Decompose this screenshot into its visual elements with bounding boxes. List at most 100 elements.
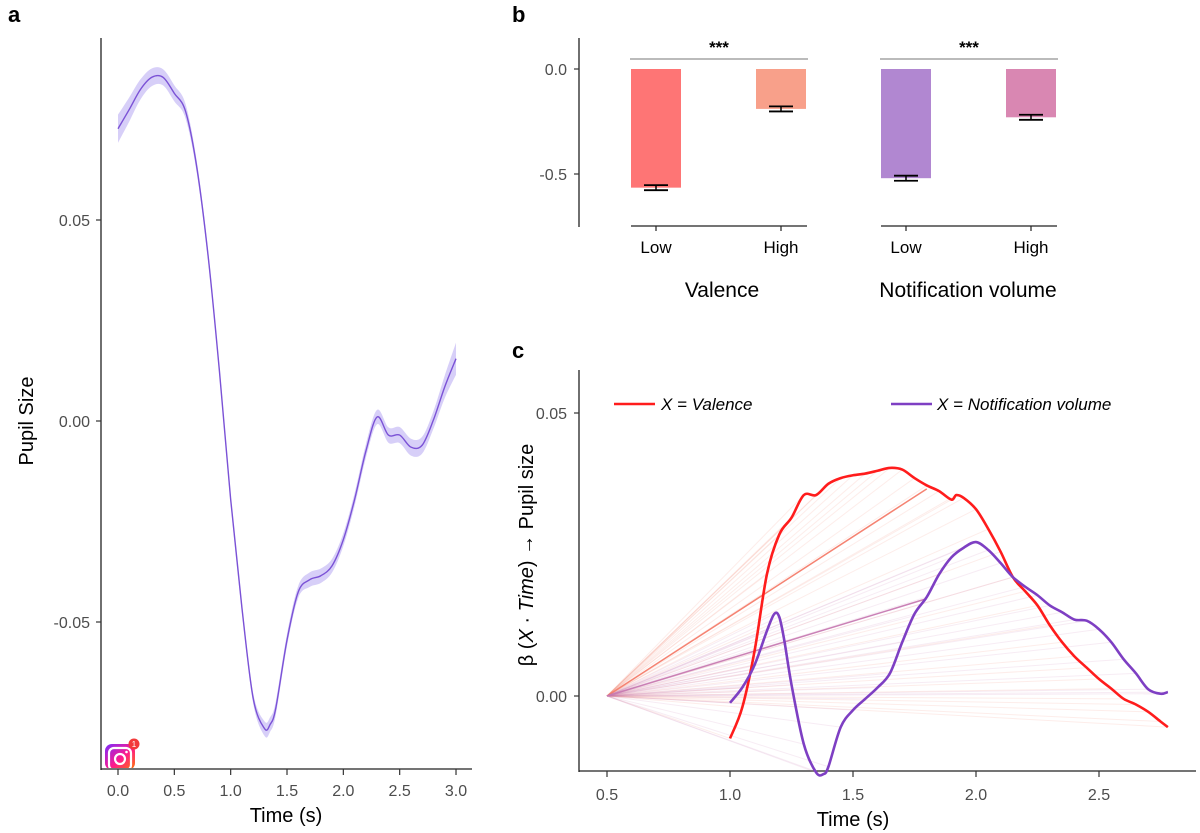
panel-a-pupil-size-chart: 0.05 0.00 -0.05 0.0 0.5 1.0 1.5 2.0 2.5 3.0 Time…	[16, 38, 472, 827]
panel-c-beta-chart: 0.00 0.05 0.5 1.0 1.5 2.0 2.5 X = Valence X =…	[516, 370, 1196, 831]
c-fan-ray	[606, 624, 1050, 697]
c-fan-ray	[606, 678, 1100, 697]
c-fan-ray	[606, 613, 775, 697]
c-ylabel-time: Time	[516, 567, 538, 611]
bar-low	[881, 69, 931, 179]
panel-b-letter: b	[512, 2, 525, 27]
c-fan-ray	[606, 547, 964, 697]
c-fan-ray	[606, 695, 743, 708]
a-y-tick-label: -0.05	[54, 615, 91, 632]
c-fan-ray	[606, 477, 915, 697]
c-fan-ray	[606, 695, 829, 768]
a-y-tick-label: 0.00	[59, 414, 90, 431]
notification-badge	[128, 738, 140, 750]
c-fan-ray	[606, 477, 842, 697]
b-group-label: Valence	[685, 279, 759, 302]
c-notification-volume-line	[728, 540, 1169, 777]
c-fan-ray	[606, 695, 824, 775]
a-x-tick-label: 2.5	[389, 783, 411, 800]
c-fan-ray	[606, 672, 1136, 697]
c-y-tick-label: 0.05	[536, 406, 567, 423]
c-fan-ray	[606, 549, 989, 697]
c-fan-ray	[606, 473, 866, 697]
c-fan-ray	[606, 693, 1161, 697]
c-fan-ray	[606, 695, 731, 704]
c-fan-ray	[606, 695, 731, 739]
a-x-tick-label: 0.5	[163, 783, 185, 800]
c-x-tick-label: 0.5	[596, 787, 618, 804]
c-fan-ray	[606, 658, 1124, 697]
c-fan-ray	[606, 586, 1026, 697]
c-valence-line	[728, 466, 1169, 739]
c-fan-ray	[606, 611, 1063, 697]
c-fan-ray	[606, 508, 977, 697]
c-fan-ray	[606, 695, 1149, 713]
c-fan-ray	[606, 551, 1001, 697]
c-fan-ray	[606, 562, 1001, 697]
c-fan-ray	[606, 590, 1026, 697]
c-fan-ray	[606, 594, 1038, 697]
a-x-tick-label: 3.0	[445, 783, 467, 800]
a-x-tick-label: 2.0	[332, 783, 354, 800]
instagram-icon-body	[105, 744, 135, 770]
c-fan-ray	[606, 688, 1149, 697]
c-fan-ray	[606, 604, 1050, 697]
bar-high	[1006, 69, 1056, 118]
c-ylabel-x: X	[516, 629, 538, 644]
bar-low	[631, 69, 681, 188]
b-category-label-high: High	[764, 238, 799, 257]
c-fan-ray	[606, 641, 903, 697]
a-x-tick-label: 1.5	[276, 783, 298, 800]
c-y-tick-label: 0.00	[536, 689, 567, 706]
c-fan-ray	[606, 616, 780, 697]
a-x-axis-title: Time (s)	[250, 805, 323, 827]
c-fan-ray	[606, 688, 1112, 697]
c-highlight-ray	[606, 488, 928, 697]
c-y-axis-title: β (X · Time) → Pupil size	[516, 444, 538, 667]
c-fan-ray	[606, 628, 1100, 697]
b-significance-label: ***	[709, 38, 729, 57]
c-fan-ray	[606, 494, 805, 697]
a-x-tick-label: 1.0	[220, 783, 242, 800]
bar-high	[756, 69, 806, 109]
c-fan-ray	[606, 490, 940, 697]
c-fan-ray	[606, 541, 977, 697]
c-ylabel-dot: ·	[516, 611, 538, 629]
c-fan-ray	[606, 667, 1087, 697]
c-fan-ray	[606, 695, 804, 745]
c-fan-ray	[606, 573, 768, 697]
c-x-axis-title: Time (s)	[817, 809, 890, 831]
c-fan-notification	[606, 541, 1168, 775]
c-fan-ray	[606, 687, 878, 697]
b-significance-label: ***	[959, 38, 979, 57]
c-x-tick-label: 1.0	[719, 787, 741, 804]
b-y-tick-label: 0.0	[545, 62, 567, 79]
legend-label-notification: X = Notification volume	[936, 395, 1111, 414]
c-fan-ray	[606, 467, 891, 697]
c-fan-ray	[606, 474, 854, 697]
c-fan-ray	[606, 469, 903, 697]
c-fan-ray	[606, 470, 878, 697]
b-y-tick-label: -0.5	[539, 167, 567, 184]
b-group-valence: *** Low High Valence	[630, 38, 808, 302]
c-fan-ray	[606, 695, 854, 711]
c-fan-ray	[606, 556, 952, 697]
b-category-label-high: High	[1014, 238, 1049, 257]
c-x-tick-label: 2.5	[1088, 787, 1110, 804]
instagram-notification-icon: 1	[104, 738, 140, 772]
c-x-tick-label: 2.0	[965, 787, 987, 804]
c-fan-ray	[606, 497, 964, 697]
c-fan-ray	[606, 664, 755, 697]
c-fan-ray	[606, 695, 1136, 705]
b-group-label: Notification volume	[879, 279, 1056, 302]
b-group-notification-volume: *** Low High Notification volume	[879, 38, 1058, 302]
panel-a-letter: a	[8, 2, 21, 27]
c-fan-ray	[606, 695, 817, 773]
a-pupil-size-line	[117, 74, 457, 731]
c-fan-ray	[606, 528, 989, 697]
notification-badge-count: 1	[132, 740, 137, 749]
c-x-tick-label: 1.5	[842, 787, 864, 804]
c-ylabel-prefix: β (	[516, 642, 538, 666]
c-fan-ray	[606, 613, 915, 697]
